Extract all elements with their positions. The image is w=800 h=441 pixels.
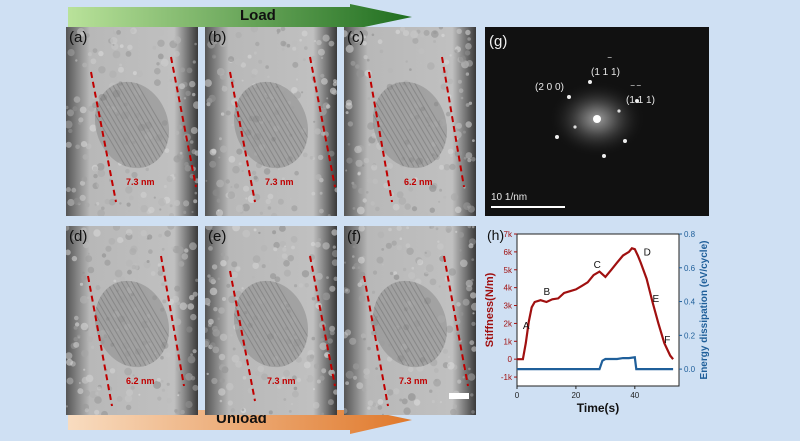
y-right-axis-label: Energy dissipation (eV/cycle) [699,241,710,380]
spot-label-1-1bar-1: (1 1 1) [591,67,620,78]
x-tick-label: 40 [630,391,639,400]
scale-bar-label: 10 1/nm [491,192,528,203]
panel-label: (c) [347,29,365,46]
panel-label: (f) [347,228,362,245]
point-label: B [544,287,551,298]
spot-label-200: (2 0 0) [535,82,564,93]
y-right-tick-label: 0.4 [684,298,696,307]
y-right-tick-label: 0.8 [684,230,696,239]
panel-label-h: (h) [487,227,504,243]
y-left-tick-label: 3k [504,302,513,311]
tem-panel-e: (e) 7.3 nm [205,226,337,415]
load-label: Load [240,7,276,24]
tem-panel-a: (a) 7.3 nm [66,27,198,216]
y-left-tick-label: -1k [501,373,513,382]
width-label: 7.3 nm [126,177,155,187]
width-label: 7.3 nm [267,376,296,386]
y-right-tick-label: 0.0 [684,365,696,374]
tem-panel-f: (f) 7.3 nm [344,226,476,415]
point-label: E [652,294,659,305]
y-left-tick-label: 6k [504,248,513,257]
fft-pattern [491,80,645,208]
width-label: 7.3 nm [399,376,428,386]
panel-label: (b) [208,29,227,46]
y-left-tick-label: 2k [504,319,513,328]
tem-panel-b: (b) 7.3 nm [205,27,337,216]
panel-label: (e) [208,228,227,245]
panel-label: (a) [69,29,88,46]
tem-panel-c: (c) 6.2 nm [344,27,476,216]
y-right-tick-label: 0.6 [684,264,696,273]
fft-pattern-panel: (g) (2 0 0) (1 1 1) ‾ (1 1 1) ‾ ‾ 10 1/n… [485,27,709,216]
series-line-right [517,356,674,371]
x-tick-label: 0 [515,391,520,400]
point-label: F [664,335,670,346]
point-label: D [644,247,651,258]
y-right-tick-label: 0.2 [684,331,696,340]
point-label: C [594,260,601,271]
y-left-tick-label: 5k [504,266,513,275]
x-tick-label: 20 [571,391,580,400]
width-label: 6.2 nm [404,177,433,187]
plot-area [516,233,680,387]
width-label: 6.2 nm [126,376,155,386]
width-label: 7.3 nm [265,177,294,187]
panel-label: (d) [69,228,88,245]
point-label: A [523,321,530,332]
y-left-tick-label: 7k [504,230,513,239]
panel-label-g: (g) [489,33,508,50]
x-axis-label: Time(s) [577,401,619,415]
stiffness-energy-chart: -1k 0 1k 2k 3k 4k 5k 6k 7k 0.0 0.2 0.4 0.6 0.8 0 20 40 A B… [483,226,713,436]
load-arrow [68,4,412,30]
spot-label-1bar-1bar-1: (1 1 1) [626,95,655,106]
y-left-tick-label: 4k [504,284,513,293]
series-line-left [517,247,674,361]
spot-label-1-1bar-1-overbar: ‾ [608,57,612,68]
tem-panel-d: (d) 6.2 nm [66,226,198,415]
y-left-tick-label: 0 [508,355,513,364]
y-left-axis-label: Stiffness(N/m) [484,272,496,347]
spot-label-1bar-1bar-1-overbar: ‾ ‾ [631,85,641,96]
y-left-tick-label: 1k [504,337,513,346]
